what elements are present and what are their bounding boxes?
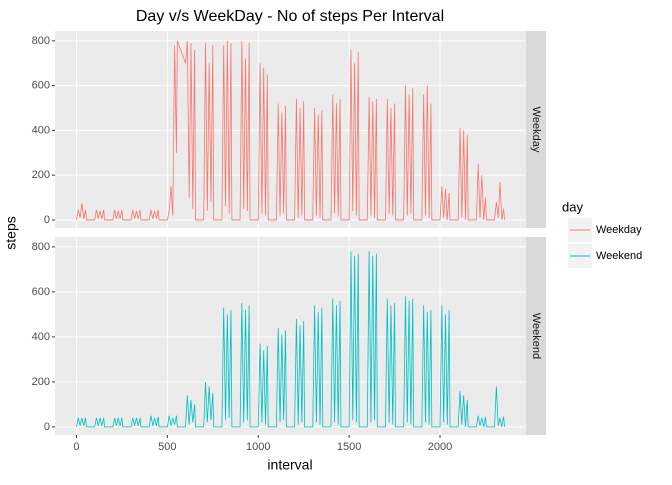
facet-label: Weekday (530, 107, 542, 153)
y-tick-label: 200 (32, 376, 50, 388)
chart-title: Day v/s WeekDay - No of steps Per Interv… (136, 8, 444, 25)
facet-label: Weekend (530, 313, 542, 359)
x-tick-label: 2000 (428, 441, 452, 453)
y-tick-label: 400 (32, 331, 50, 343)
y-tick-label: 0 (44, 214, 50, 226)
legend-label: Weekend (596, 250, 642, 262)
data-line (76, 251, 505, 428)
x-tick-label: 1500 (337, 441, 361, 453)
y-tick-label: 0 (44, 421, 50, 433)
y-axis-label: steps (3, 216, 19, 249)
facet-strip (526, 31, 546, 228)
panel-background (55, 237, 526, 435)
facet-strip (526, 237, 546, 435)
legend-label: Weekday (596, 224, 642, 236)
panel-background (55, 31, 526, 228)
y-tick-label: 600 (32, 286, 50, 298)
x-axis-label: interval (267, 457, 312, 473)
y-tick-label: 800 (32, 241, 50, 253)
x-tick-label: 0 (73, 441, 79, 453)
y-tick-label: 400 (32, 124, 50, 136)
x-tick-label: 500 (158, 441, 176, 453)
legend-title: day (562, 199, 583, 214)
y-tick-label: 200 (32, 169, 50, 181)
y-tick-label: 600 (32, 80, 50, 92)
x-tick-label: 1000 (246, 441, 270, 453)
data-line (76, 40, 505, 221)
y-tick-label: 800 (32, 35, 50, 47)
